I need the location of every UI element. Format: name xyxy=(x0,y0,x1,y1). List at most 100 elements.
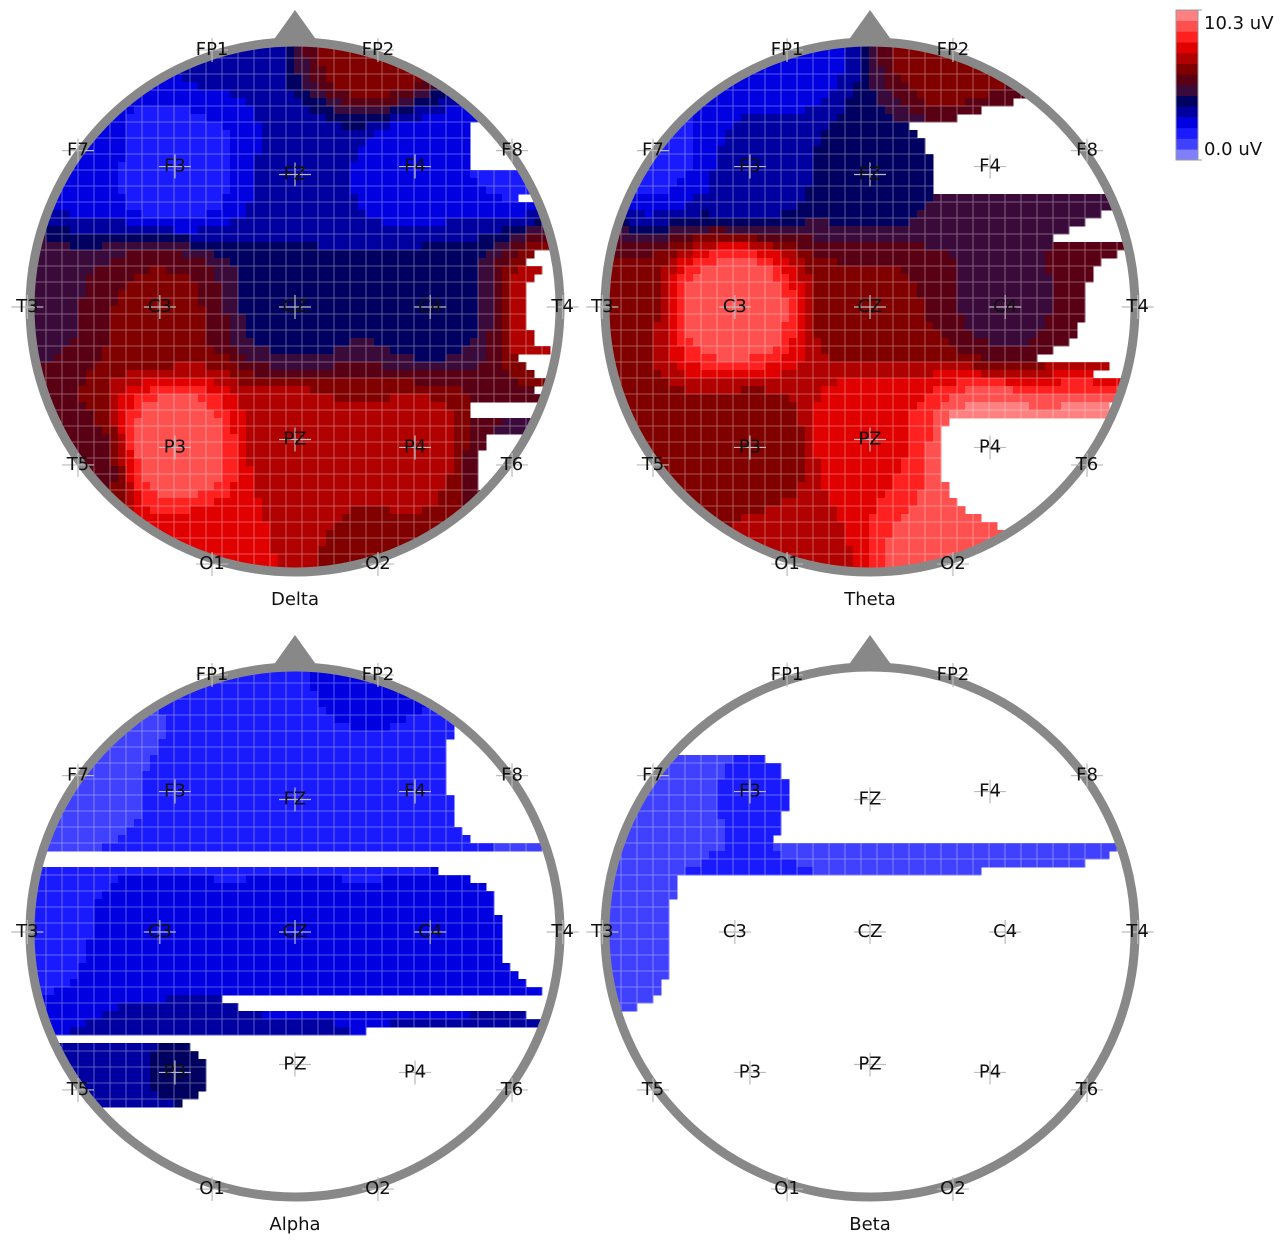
field-cell xyxy=(294,50,303,59)
field-cell xyxy=(446,354,487,363)
field-cell xyxy=(605,466,806,475)
field-cell xyxy=(150,683,311,692)
field-cell xyxy=(302,98,327,107)
field-cell xyxy=(366,122,391,131)
field-cell xyxy=(605,410,798,419)
field-cell xyxy=(94,907,495,916)
field-cell xyxy=(518,522,551,531)
field-cell xyxy=(869,546,886,555)
field-cell xyxy=(30,875,119,884)
field-cell xyxy=(30,298,79,307)
electrode-marker xyxy=(496,1077,529,1102)
field-cell xyxy=(446,482,463,491)
field-cell xyxy=(118,426,127,435)
field-cell xyxy=(909,82,1006,91)
field-cell xyxy=(198,298,223,307)
field-cell xyxy=(254,482,447,491)
field-cell xyxy=(94,931,503,940)
colorbar-step xyxy=(1176,10,1198,22)
field-cell xyxy=(901,514,982,523)
field-cell xyxy=(725,843,774,852)
field-cell xyxy=(238,466,255,475)
electrode-label: T4 xyxy=(550,921,573,942)
field-cell xyxy=(142,410,215,419)
electrode-marker xyxy=(414,295,447,319)
field-cell xyxy=(925,458,942,467)
field-cell xyxy=(102,1011,263,1020)
electrode-label: T4 xyxy=(550,296,573,317)
field-cell xyxy=(134,274,191,283)
field-cell xyxy=(150,691,319,700)
field-cell xyxy=(653,338,670,347)
field-cell xyxy=(909,426,934,435)
field-cell xyxy=(805,282,814,291)
field-cell xyxy=(158,490,199,499)
field-cell xyxy=(222,474,239,483)
field-cell xyxy=(821,482,894,491)
electrode-label: F7 xyxy=(642,765,664,786)
field-cell xyxy=(230,338,255,347)
field-cell xyxy=(605,875,678,884)
field-cell xyxy=(813,306,926,315)
field-cell xyxy=(1045,322,1078,331)
field-cell xyxy=(709,178,814,187)
electrode-marker xyxy=(771,1177,804,1202)
field-cell xyxy=(222,434,239,443)
field-cell xyxy=(246,410,455,419)
field-cell xyxy=(318,699,431,708)
field-cell xyxy=(142,474,223,483)
electrode-label: CZ xyxy=(283,921,308,942)
field-cell xyxy=(789,394,822,403)
field-cell xyxy=(669,338,678,347)
electrode-label: C3 xyxy=(723,921,747,942)
field-cell xyxy=(669,354,686,363)
field-cell xyxy=(134,522,271,531)
field-cell xyxy=(166,58,287,67)
map-title: Theta xyxy=(843,589,896,610)
field-cell xyxy=(605,795,718,804)
electrode-label: O1 xyxy=(774,1178,800,1199)
colorbar-tick-label: 0.0 uV xyxy=(1204,139,1263,160)
field-cell xyxy=(78,386,111,395)
field-cell xyxy=(230,426,247,435)
field-cell xyxy=(254,490,439,499)
field-cell xyxy=(805,338,822,347)
field-cell xyxy=(390,723,455,732)
field-cell xyxy=(717,811,782,820)
electrode-marker xyxy=(279,920,311,944)
field-cell xyxy=(126,130,231,139)
electrode-marker xyxy=(989,295,1022,319)
field-cell xyxy=(805,466,822,475)
field-cell xyxy=(821,130,918,139)
field-cell xyxy=(605,554,702,563)
field-cell xyxy=(222,290,239,299)
field-cell xyxy=(677,178,710,187)
electrode-marker xyxy=(733,779,766,804)
field-cell xyxy=(294,66,311,75)
electrode-marker xyxy=(399,1060,432,1085)
field-cell xyxy=(869,74,886,83)
field-cell xyxy=(102,843,495,852)
field-cell xyxy=(693,122,734,131)
field-cell xyxy=(270,538,327,547)
field-cell xyxy=(46,234,191,243)
field-cell xyxy=(470,426,495,435)
electrode-marker xyxy=(399,435,432,460)
field-cell xyxy=(30,378,87,387)
field-cell xyxy=(813,154,934,163)
field-cell xyxy=(342,98,399,107)
field-cell xyxy=(486,50,519,59)
field-cell xyxy=(669,314,678,323)
field-cell xyxy=(893,522,998,531)
field-cell xyxy=(414,354,447,363)
field-cell xyxy=(222,458,239,467)
field-cell xyxy=(957,290,1054,299)
field-cell xyxy=(813,330,942,339)
field-cell xyxy=(805,354,830,363)
field-cell xyxy=(494,306,503,315)
field-cell xyxy=(478,282,495,291)
field-cell xyxy=(222,202,247,211)
field-cell xyxy=(350,338,375,347)
field-cell xyxy=(222,122,263,131)
field-cell xyxy=(805,458,822,467)
